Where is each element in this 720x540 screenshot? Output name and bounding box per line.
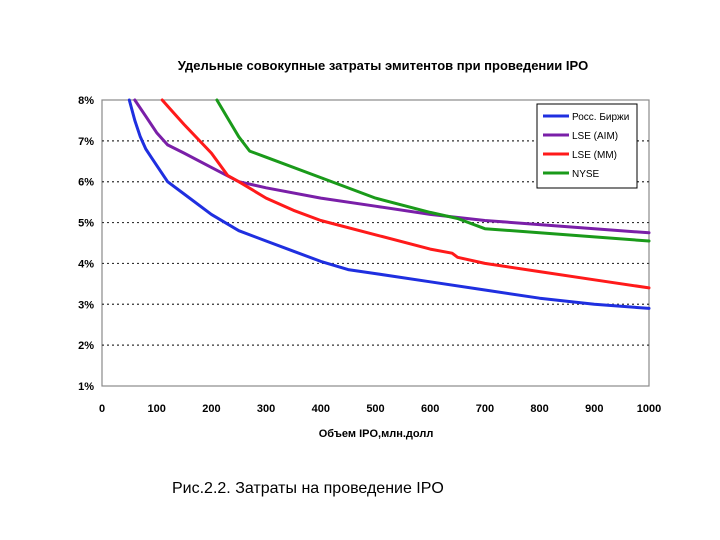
series-line bbox=[160, 98, 651, 290]
legend-label: Росс. Биржи bbox=[572, 112, 629, 123]
legend-label: LSE (AIM) bbox=[572, 131, 618, 142]
x-axis-label: Объем IPO,млн.долл bbox=[319, 428, 434, 440]
x-tick-label: 300 bbox=[257, 403, 275, 415]
x-tick-label: 800 bbox=[530, 403, 548, 415]
series-line bbox=[133, 98, 651, 235]
series-lines bbox=[127, 98, 651, 310]
y-tick-label: 2% bbox=[78, 340, 94, 352]
series-line bbox=[215, 98, 651, 243]
x-tick-label: 600 bbox=[421, 403, 439, 415]
x-tick-label: 100 bbox=[148, 403, 166, 415]
x-tick-label: 400 bbox=[312, 403, 330, 415]
x-tick-label: 700 bbox=[476, 403, 494, 415]
y-tick-label: 1% bbox=[78, 381, 94, 393]
y-tick-label: 3% bbox=[78, 299, 94, 311]
y-tick-label: 6% bbox=[78, 177, 94, 189]
legend-label: NYSE bbox=[572, 169, 600, 180]
grid bbox=[102, 140, 649, 346]
y-tick-label: 8% bbox=[78, 95, 94, 107]
y-tick-label: 7% bbox=[78, 136, 94, 148]
y-axis: 1% 2% 3% 4% 5% 6% 7% 8% bbox=[78, 95, 94, 393]
legend-label: LSE (MM) bbox=[572, 150, 617, 161]
series-line bbox=[127, 98, 651, 310]
y-tick-label: 5% bbox=[78, 218, 94, 230]
x-axis: 0 100 200 300 400 500 600 700 800 900 1000 bbox=[99, 403, 661, 415]
figure-caption: Рис.2.2. Затраты на проведение IPO bbox=[172, 480, 444, 497]
x-tick-label: 200 bbox=[202, 403, 220, 415]
chart-title: Удельные совокупные затраты эмитентов пр… bbox=[178, 58, 589, 73]
x-tick-label: 900 bbox=[585, 403, 603, 415]
x-tick-label: 500 bbox=[366, 403, 384, 415]
legend: Росс. Биржи LSE (AIM) LSE (MM) NYSE bbox=[536, 103, 638, 189]
x-tick-label: 0 bbox=[99, 403, 105, 415]
y-tick-label: 4% bbox=[78, 258, 94, 270]
x-tick-label: 1000 bbox=[637, 403, 661, 415]
